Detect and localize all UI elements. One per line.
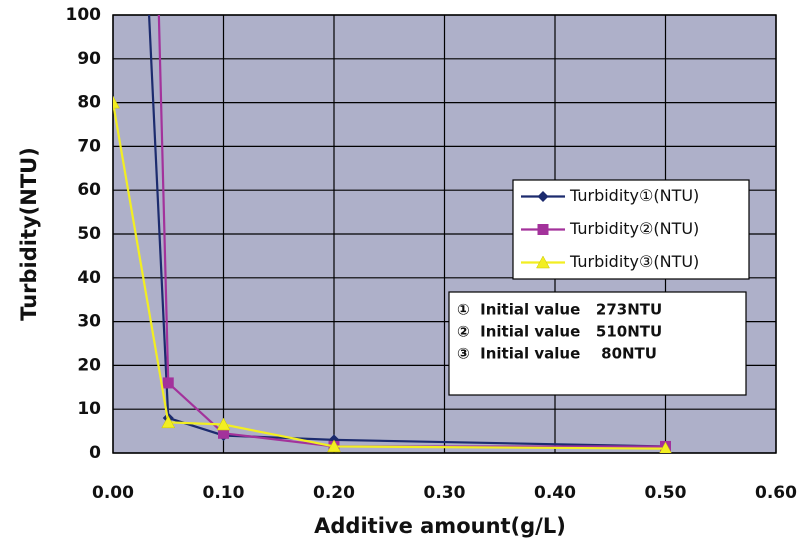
- series-layer: [113, 15, 672, 453]
- legend-label: Turbidity①(NTU): [569, 186, 699, 205]
- y-tick-label: 60: [77, 180, 101, 200]
- marker: [537, 224, 549, 235]
- y-tick-label: 10: [77, 399, 101, 419]
- y-axis-title: Turbidity(NTU): [17, 147, 41, 321]
- y-tick-label: 20: [77, 355, 101, 375]
- y-tick-label: 100: [66, 5, 102, 25]
- marker: [537, 191, 549, 202]
- y-tick-label: 30: [77, 312, 101, 332]
- marker: [113, 95, 120, 109]
- x-tick-label: 0.40: [534, 483, 576, 503]
- x-axis-title: Additive amount(g/L): [314, 514, 566, 538]
- marker: [161, 415, 176, 429]
- y-tick-label: 80: [77, 93, 101, 113]
- y-tick-label: 0: [89, 443, 101, 463]
- x-tick-label: 0.30: [424, 483, 466, 503]
- y-tick-label: 50: [77, 224, 101, 244]
- marker: [536, 255, 550, 269]
- annotation-box: [448, 291, 747, 396]
- y-tick-label: 70: [77, 136, 101, 156]
- x-tick-label: 0.10: [203, 483, 245, 503]
- marker: [216, 417, 231, 431]
- legend-label: Turbidity②(NTU): [569, 219, 699, 238]
- y-tick-label: 90: [77, 49, 101, 69]
- annotation: ② Initial value 510NTU: [457, 323, 662, 341]
- annotation: ① Initial value 273NTU: [457, 301, 662, 319]
- x-tick-label: 0.20: [313, 483, 355, 503]
- marker: [327, 439, 341, 453]
- marker: [162, 377, 174, 389]
- marker: [218, 427, 229, 439]
- x-tick-label: 0.50: [645, 483, 687, 503]
- x-tick-label: 0.00: [92, 483, 134, 503]
- legend-label: Turbidity③(NTU): [569, 252, 699, 271]
- marker: [659, 441, 672, 453]
- y-tick-label: 40: [77, 268, 101, 288]
- x-tick-label: 0.60: [755, 483, 797, 503]
- annotation: ③ Initial value 80NTU: [457, 345, 657, 363]
